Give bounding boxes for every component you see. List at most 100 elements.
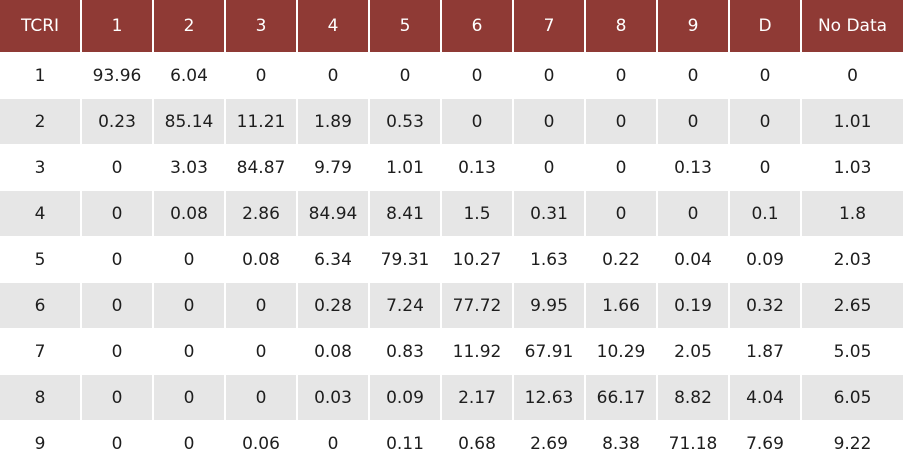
header-cell: No Data — [800, 0, 903, 52]
header-cell: 4 — [296, 0, 368, 52]
table-cell: 0 — [728, 98, 800, 144]
table-cell: 0 — [728, 52, 800, 98]
table-cell: 0 — [656, 190, 728, 236]
table-cell: 0 — [296, 420, 368, 466]
table-cell: 1.5 — [440, 190, 512, 236]
table-cell: 2.86 — [224, 190, 296, 236]
table-cell: 0 — [512, 98, 584, 144]
table-cell: 0.06 — [224, 420, 296, 466]
table-row: 2 0.23 85.14 11.21 1.89 0.53 0 0 0 0 0 1.01 — [0, 98, 903, 144]
table-cell: 9.79 — [296, 144, 368, 190]
table-cell: 0.03 — [296, 374, 368, 420]
table-cell: 85.14 — [152, 98, 224, 144]
table-cell: 0 — [224, 52, 296, 98]
header-cell: 6 — [440, 0, 512, 52]
header-cell: TCRI — [0, 0, 80, 52]
table-cell: 0.09 — [728, 236, 800, 282]
table-cell: 1.01 — [368, 144, 440, 190]
table-cell: 8.38 — [584, 420, 656, 466]
table-cell: 0 — [512, 52, 584, 98]
table-cell: 0.31 — [512, 190, 584, 236]
table-cell: 0 — [656, 52, 728, 98]
table-cell: 2.03 — [800, 236, 903, 282]
table-row: 6 0 0 0 0.28 7.24 77.72 9.95 1.66 0.19 0.32 2.65 — [0, 282, 903, 328]
header-cell: 7 — [512, 0, 584, 52]
table-cell: 67.91 — [512, 328, 584, 374]
table-cell: 0 — [224, 374, 296, 420]
table-cell: 0.11 — [368, 420, 440, 466]
table-cell: 1.01 — [800, 98, 903, 144]
table-row: 9 0 0 0.06 0 0.11 0.68 2.69 8.38 71.18 7.69 9.22 — [0, 420, 903, 466]
table-cell: 1.89 — [296, 98, 368, 144]
header-cell: 5 — [368, 0, 440, 52]
table-cell: 5.05 — [800, 328, 903, 374]
table-cell: 0 — [152, 328, 224, 374]
row-label-cell: 4 — [0, 190, 80, 236]
table-cell: 0.32 — [728, 282, 800, 328]
table-cell: 1.66 — [584, 282, 656, 328]
table-cell: 0.08 — [224, 236, 296, 282]
table-cell: 9.95 — [512, 282, 584, 328]
row-label-cell: 1 — [0, 52, 80, 98]
table-cell: 2.69 — [512, 420, 584, 466]
row-label-cell: 5 — [0, 236, 80, 282]
table-cell: 93.96 — [80, 52, 152, 98]
header-cell: 8 — [584, 0, 656, 52]
table-cell: 0 — [800, 52, 903, 98]
table-cell: 0 — [440, 52, 512, 98]
header-cell: 9 — [656, 0, 728, 52]
header-cell: 3 — [224, 0, 296, 52]
table-cell: 0.83 — [368, 328, 440, 374]
table-cell: 0.08 — [152, 190, 224, 236]
table-cell: 0.1 — [728, 190, 800, 236]
table-cell: 0 — [584, 144, 656, 190]
table-cell: 0 — [152, 374, 224, 420]
table-cell: 0.19 — [656, 282, 728, 328]
table-cell: 0 — [224, 282, 296, 328]
table-cell: 0 — [80, 236, 152, 282]
table-cell: 0 — [584, 52, 656, 98]
table-cell: 0 — [656, 98, 728, 144]
table-cell: 0 — [296, 52, 368, 98]
table-cell: 0.13 — [656, 144, 728, 190]
table-row: 1 93.96 6.04 0 0 0 0 0 0 0 0 0 — [0, 52, 903, 98]
table-cell: 0 — [152, 282, 224, 328]
table-cell: 6.05 — [800, 374, 903, 420]
table-cell: 1.87 — [728, 328, 800, 374]
row-label-cell: 9 — [0, 420, 80, 466]
table-cell: 9.22 — [800, 420, 903, 466]
table-cell: 71.18 — [656, 420, 728, 466]
table-cell: 84.87 — [224, 144, 296, 190]
table-row: 4 0 0.08 2.86 84.94 8.41 1.5 0.31 0 0 0.1 1.8 — [0, 190, 903, 236]
table-cell: 0 — [80, 374, 152, 420]
table-cell: 3.03 — [152, 144, 224, 190]
table-cell: 1.8 — [800, 190, 903, 236]
table-cell: 0.23 — [80, 98, 152, 144]
row-label-cell: 3 — [0, 144, 80, 190]
table-cell: 11.92 — [440, 328, 512, 374]
table-cell: 4.04 — [728, 374, 800, 420]
table-cell: 66.17 — [584, 374, 656, 420]
table-cell: 7.69 — [728, 420, 800, 466]
table-cell: 0 — [80, 190, 152, 236]
header-cell: 2 — [152, 0, 224, 52]
row-label-cell: 7 — [0, 328, 80, 374]
table-cell: 6.34 — [296, 236, 368, 282]
table-cell: 11.21 — [224, 98, 296, 144]
table-cell: 0.04 — [656, 236, 728, 282]
table-row: 5 0 0 0.08 6.34 79.31 10.27 1.63 0.22 0.04 0.09 2.0… — [0, 236, 903, 282]
table-cell: 2.65 — [800, 282, 903, 328]
table-cell: 0 — [152, 420, 224, 466]
table-cell: 0.09 — [368, 374, 440, 420]
table-cell: 84.94 — [296, 190, 368, 236]
table-cell: 0.08 — [296, 328, 368, 374]
table-cell: 2.05 — [656, 328, 728, 374]
table-cell: 8.41 — [368, 190, 440, 236]
row-label-cell: 8 — [0, 374, 80, 420]
table-cell: 0.13 — [440, 144, 512, 190]
table-cell: 0 — [80, 282, 152, 328]
table-cell: 7.24 — [368, 282, 440, 328]
table-cell: 0 — [80, 420, 152, 466]
table-cell: 0 — [584, 98, 656, 144]
